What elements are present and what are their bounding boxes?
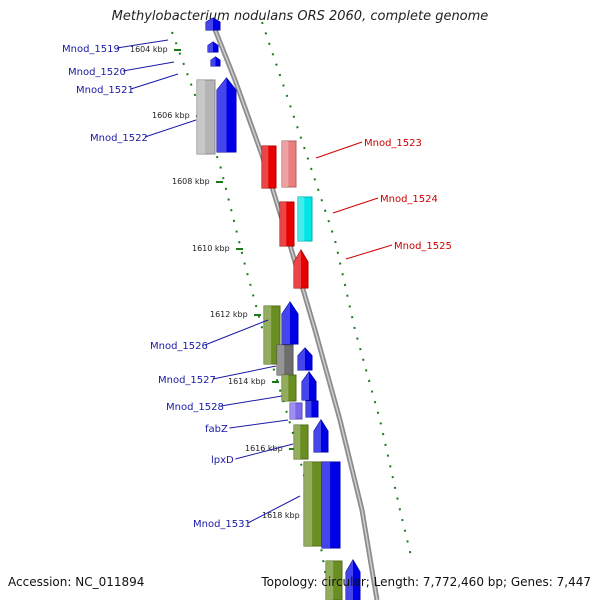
gene-block-shade (262, 146, 269, 188)
gene-label-left: Mnod_1519 (62, 44, 120, 55)
gene-block-shade (294, 425, 301, 459)
gene-arrow-shade (294, 250, 301, 288)
topology-text: Topology: circular; Length: 7,772,460 bp… (261, 575, 591, 589)
gene-block-shade (282, 375, 289, 401)
gene-label-left: Mnod_1531 (193, 519, 251, 530)
label-leader-left (235, 443, 294, 460)
gene-arrow-shade (314, 420, 321, 452)
label-leader-left (212, 365, 277, 380)
gene-arrow-shade (208, 42, 213, 52)
gene-block-shade (306, 401, 312, 417)
gene-label-left: Mnod_1522 (90, 133, 148, 144)
gene-block-shade (282, 141, 289, 187)
gene-label-left: fabZ (205, 424, 228, 435)
gene-label-right: Mnod_1524 (380, 194, 438, 205)
gene-label-left: Mnod_1520 (68, 67, 126, 78)
label-leader-right (345, 244, 393, 260)
map-title: Methylobacterium nodulans ORS 2060, comp… (111, 9, 489, 24)
accession-text: Accession: NC_011894 (8, 575, 145, 589)
gene-arrow-shade (217, 78, 227, 152)
gene-block-shade (264, 306, 272, 364)
gene-label-left: Mnod_1521 (76, 85, 134, 96)
label-leader-left (144, 119, 197, 138)
gene-arrow-shade (282, 302, 290, 344)
gene-arrow-shade (302, 372, 309, 400)
gene-label-right: Mnod_1523 (364, 138, 422, 149)
gene-block-shade (322, 462, 331, 548)
label-leader-left (229, 419, 289, 429)
label-leader-left (204, 319, 269, 346)
gene-block-shade (290, 403, 296, 419)
gene-label-left: Mnod_1526 (150, 341, 208, 352)
label-leader-left (116, 39, 169, 49)
outer-dotted-ring (261, 21, 413, 561)
label-leader-left (247, 495, 301, 524)
tick-label: 1614 kbp (228, 377, 266, 386)
gene-arrow-shade (206, 18, 213, 30)
gene-arrow-shade (211, 57, 216, 66)
gene-block-shade (277, 345, 285, 375)
tick-label: 1616 kbp (245, 444, 283, 453)
label-leader-left (130, 73, 179, 90)
gene-arrow-shade (346, 560, 353, 600)
gene-block-shade (304, 462, 313, 546)
gene-label-right: Mnod_1525 (394, 241, 452, 252)
tick-label: 1606 kbp (152, 111, 190, 120)
gene-block-shade (326, 561, 334, 600)
tick-label: 1608 kbp (172, 177, 210, 186)
gene-label-left: lpxD (211, 455, 234, 466)
label-leader-left (220, 395, 283, 407)
gene-block-shade (197, 80, 206, 154)
tick-label: 1610 kbp (192, 244, 230, 253)
gene-label-left: Mnod_1528 (166, 402, 224, 413)
gene-arrow-shade (298, 348, 305, 370)
label-leader-right (332, 197, 379, 214)
tick-label: 1604 kbp (130, 45, 168, 54)
label-leader-right (315, 141, 363, 159)
tick-label: 1618 kbp (262, 511, 300, 520)
gene-block-shade (280, 202, 287, 246)
tick-label: 1612 kbp (210, 310, 248, 319)
label-leader-left (122, 61, 175, 72)
gene-label-left: Mnod_1527 (158, 375, 216, 386)
gene-block-shade (298, 197, 305, 241)
